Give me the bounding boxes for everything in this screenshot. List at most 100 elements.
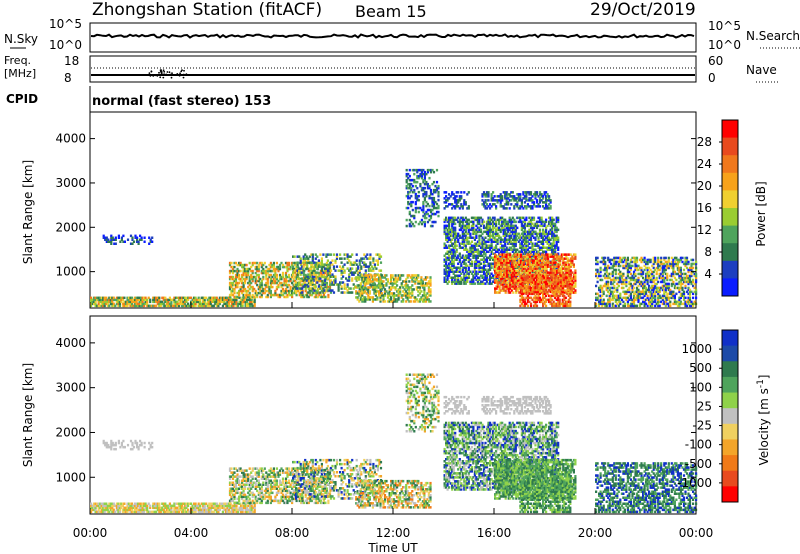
power-cell [489,222,492,226]
power-cell [420,280,423,283]
power-cell [133,298,137,302]
power-cell [143,298,146,302]
power-cell [466,224,469,228]
power-cell [476,216,479,220]
power-cell [568,281,571,284]
power-cell [143,296,146,300]
power-cell [288,289,291,293]
power-cell [446,282,449,285]
power-cell [286,275,289,279]
power-cell [326,289,329,292]
power-cell [554,296,557,300]
power-cell [537,236,540,239]
freq-dot [156,74,159,76]
power-cell [460,228,463,232]
power-cell [454,276,457,279]
freq-label-bottom: [MHz] [4,67,36,80]
power-cell [454,232,457,236]
power-cell [535,290,539,294]
power-cell [140,302,143,306]
power-cell [286,267,289,271]
power-cell [485,222,489,226]
power-cell [503,275,506,278]
power-cell [506,267,509,270]
power-cell [277,293,280,297]
power-cell [187,304,190,308]
power-cell [129,298,132,302]
power-cell [466,250,469,253]
power-cell [470,244,473,247]
power-cell [365,280,368,283]
power-cell [463,278,466,281]
power-cell [414,300,417,303]
power-cell [528,230,531,234]
power-cell [313,269,316,272]
power-cell [481,254,484,257]
power-cell [437,192,440,196]
freq-dot [154,74,157,77]
power-cell [170,300,173,304]
power-cell [558,300,561,304]
power-cell [551,234,554,238]
power-cell [572,275,575,278]
power-cell [244,287,247,291]
power-cell [481,258,484,261]
power-cell [417,174,420,178]
power-cell [424,284,427,287]
power-cell [406,294,409,297]
power-cell [522,296,525,300]
power-cell [241,281,244,285]
power-cell [473,242,476,245]
power-cell [425,194,428,198]
power-cell [485,278,489,281]
power-cell [403,280,406,283]
power-cell [528,261,531,264]
power-cell [511,220,514,224]
power-cell [308,273,311,276]
power-cell [555,220,558,224]
power-cell [231,283,235,287]
power-cell [244,269,247,273]
power-cell [512,267,515,270]
power-cell [173,304,176,308]
power-cell [420,296,423,299]
power-cell [470,262,473,265]
power-cell [239,287,242,291]
power-cell [246,304,249,308]
power-cell [555,284,558,288]
power-cell [551,250,554,253]
power-cell [307,257,310,260]
power-cell [446,230,449,234]
power-cell [135,298,138,302]
power-cell [498,267,501,270]
power-cell [284,291,288,295]
power-cell [429,208,433,212]
power-cell [317,259,320,262]
power-cell [367,286,370,289]
power-cell [306,295,309,299]
power-cell [200,296,203,300]
power-cell [537,244,540,247]
power-cell [574,269,577,272]
power-cell [553,289,556,292]
power-cell [355,253,358,256]
power-cell [372,269,375,272]
power-cell [257,277,260,281]
power-cell [242,295,245,299]
power-cell [302,255,305,258]
power-cell [202,300,205,304]
power-cell [482,238,486,241]
power-cell [289,287,292,291]
power-cell [451,258,454,261]
power-cell [399,274,402,277]
power-cell [484,276,487,279]
power-cell [113,238,116,241]
power-cell [370,269,373,272]
power-cell [143,236,146,239]
power-cell [427,280,430,283]
power-cell [155,296,158,300]
power-cell [435,206,439,210]
power-cell [535,296,539,300]
power-cell [156,300,159,304]
power-cell [412,300,415,303]
